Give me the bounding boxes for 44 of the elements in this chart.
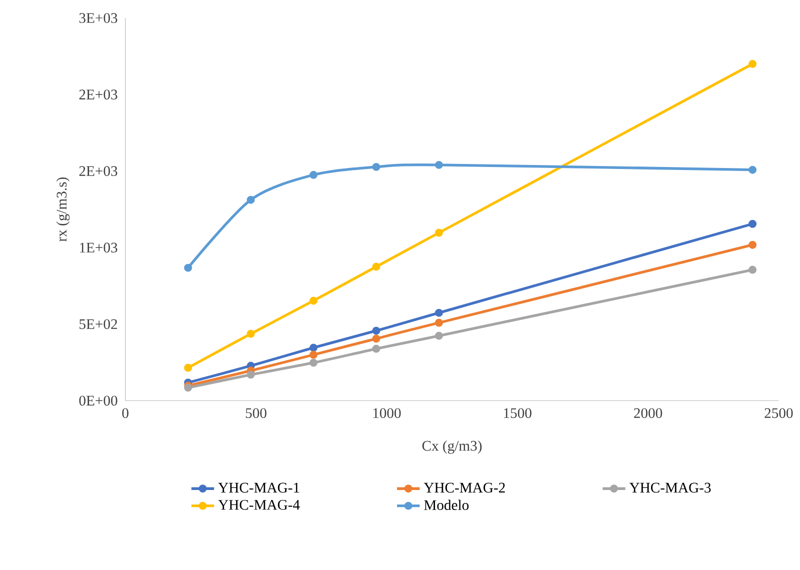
- x-tick-label: 500: [246, 408, 266, 418]
- y-tick-label: 2E+03: [79, 90, 118, 100]
- x-tick-label: 2500: [764, 408, 793, 418]
- x-tick-label: 1500: [504, 408, 532, 418]
- point: [748, 60, 757, 68]
- legend-label: Modelo: [424, 500, 469, 510]
- point: [184, 364, 192, 372]
- y-tick-label: 1E+03: [80, 242, 118, 253]
- point: [372, 262, 380, 271]
- point: [310, 170, 318, 179]
- x-axis-title: Cx (g/m3): [422, 440, 482, 454]
- point: [748, 220, 757, 228]
- point: [372, 344, 380, 353]
- point: [310, 350, 318, 359]
- point: [310, 344, 318, 352]
- point: [246, 196, 255, 204]
- point: [310, 296, 318, 305]
- point: [372, 162, 380, 171]
- legend-label: YHC-MAG-3: [629, 482, 711, 493]
- x-tick-label: 1000: [373, 408, 401, 418]
- point: [434, 308, 443, 317]
- point: [434, 160, 443, 169]
- y-tick-label: 2E+03: [79, 166, 118, 176]
- point: [184, 264, 192, 272]
- x-tick-label: 0: [122, 408, 128, 418]
- point: [372, 334, 380, 343]
- y-axis-title: rx (g/m3.s): [56, 178, 70, 242]
- point: [246, 330, 255, 338]
- y-tick-label: 5E+02: [80, 319, 117, 330]
- point: [748, 166, 757, 174]
- point: [748, 240, 757, 249]
- point: [310, 358, 318, 367]
- point: [434, 332, 443, 340]
- legend-label: YHC-MAG-2: [424, 482, 505, 493]
- point: [748, 266, 757, 274]
- legend-label: YHC-MAG-4: [218, 500, 300, 510]
- point: [246, 370, 255, 379]
- y-tick-label: 3E+03: [79, 13, 118, 23]
- x-tick-label: 2000: [634, 408, 662, 418]
- y-tick-label: 0E+00: [79, 396, 118, 406]
- legend-label: YHC-MAG-1: [218, 482, 300, 493]
- point: [434, 318, 443, 327]
- point: [372, 326, 380, 335]
- point: [434, 228, 443, 237]
